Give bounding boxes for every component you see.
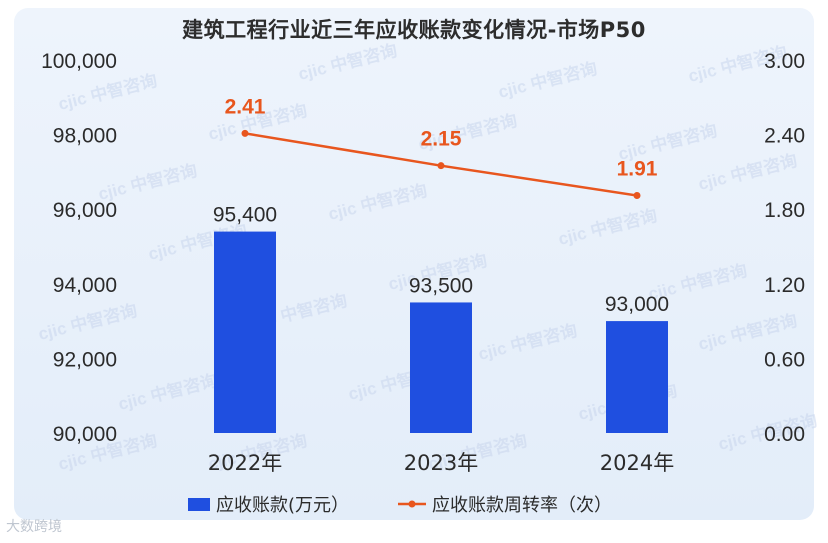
left-axis-tick-label: 90,000 (53, 423, 117, 446)
x-axis-category-label: 2024年 (600, 451, 674, 475)
bar-value-label: 93,500 (409, 274, 473, 297)
x-axis-category-label: 2023年 (404, 451, 478, 475)
bar (606, 321, 668, 433)
bar (214, 231, 276, 433)
left-axis-tick-label: 98,000 (53, 125, 117, 148)
right-axis-tick-label: 3.00 (764, 50, 805, 73)
legend-label-line: 应收账款周转率（次） (432, 495, 612, 516)
legend-swatch-line-marker (408, 500, 416, 508)
watermark-text: cjic 中智咨询 (56, 70, 159, 114)
turnover-value-label: 1.91 (617, 158, 658, 181)
turnover-value-label: 2.15 (421, 128, 462, 151)
left-axis-tick-label: 94,000 (53, 274, 117, 297)
left-axis-tick-label: 92,000 (53, 348, 117, 371)
turnover-point (437, 162, 445, 170)
bar-value-label: 93,000 (605, 293, 669, 316)
legend-label-bar: 应收账款(万元） (216, 495, 349, 516)
chart-panel (14, 8, 814, 520)
watermark-text: cjic 中智咨询 (476, 320, 579, 364)
turnover-point (241, 129, 249, 137)
left-axis-tick-label: 96,000 (53, 199, 117, 222)
right-axis-tick-label: 1.20 (764, 274, 805, 297)
watermark-text: cjic 中智咨询 (116, 370, 219, 414)
watermark-text: cjic 中智咨询 (36, 300, 139, 344)
x-axis-category-label: 2022年 (208, 451, 282, 475)
chart-title: 建筑工程行业近三年应收账款变化情况-市场P50 (182, 18, 646, 42)
watermark-text: cjic 中智咨询 (296, 40, 399, 84)
turnover-value-label: 2.41 (225, 95, 266, 118)
bar-value-label: 95,400 (213, 204, 277, 227)
bar (410, 302, 472, 433)
right-axis-tick-label: 1.80 (764, 199, 805, 222)
watermark-text: cjic 中智咨询 (326, 180, 429, 224)
right-axis-tick-label: 0.00 (764, 423, 805, 446)
right-axis-tick-label: 0.60 (764, 348, 805, 371)
watermark-text: cjic 中智咨询 (96, 160, 199, 204)
watermark-text: cjic 中智咨询 (496, 58, 599, 102)
legend-swatch-bar (188, 498, 210, 511)
watermark-text: cjic 中智咨询 (696, 150, 799, 194)
left-axis-tick-label: 100,000 (41, 50, 117, 73)
turnover-point (633, 192, 641, 200)
footer-watermark: 大数跨境 (6, 519, 62, 535)
watermark-text: cjic 中智咨询 (696, 310, 799, 354)
right-axis-tick-label: 2.40 (764, 125, 805, 148)
watermark-text: cjic 中智咨询 (556, 205, 659, 249)
